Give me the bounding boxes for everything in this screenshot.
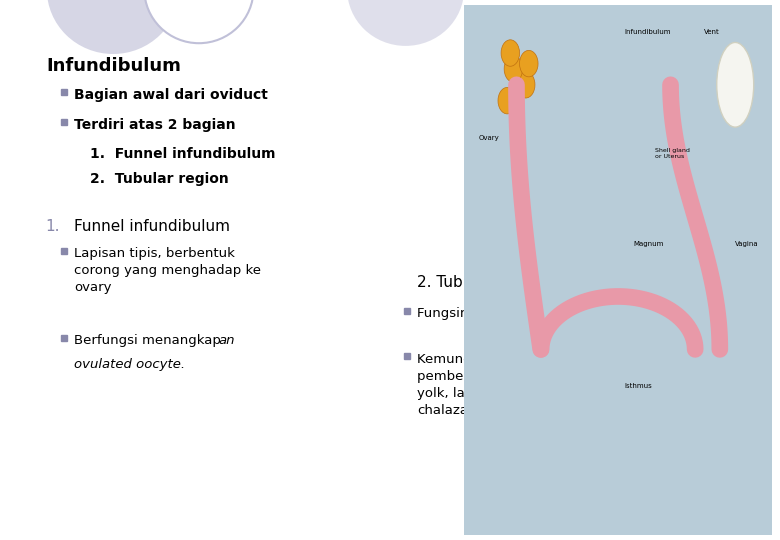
Text: 1.: 1. xyxy=(45,219,60,234)
Text: Shell gland
or Uterus: Shell gland or Uterus xyxy=(655,148,690,159)
Text: Funnel infundibulum: Funnel infundibulum xyxy=(74,219,230,234)
Text: ovulated oocyte.: ovulated oocyte. xyxy=(74,358,185,371)
Text: Ovary: Ovary xyxy=(478,134,499,141)
Ellipse shape xyxy=(498,87,516,114)
Text: Magnum: Magnum xyxy=(633,240,664,247)
Text: Lapisan tipis, berbentuk
corong yang menghadap ke
ovary: Lapisan tipis, berbentuk corong yang men… xyxy=(74,247,261,294)
Text: Terdiri atas 2 bagian: Terdiri atas 2 bagian xyxy=(74,118,236,132)
Ellipse shape xyxy=(519,50,538,77)
Text: Vagina: Vagina xyxy=(736,240,759,247)
Text: Berfungsi menangkap: Berfungsi menangkap xyxy=(74,334,225,347)
Text: 1.  Funnel infundibulum: 1. Funnel infundibulum xyxy=(90,147,275,161)
Ellipse shape xyxy=(47,0,179,54)
Ellipse shape xyxy=(516,71,535,98)
Text: Isthmus: Isthmus xyxy=(624,383,652,389)
Text: Fungsinya belum jelas: Fungsinya belum jelas xyxy=(417,307,566,320)
Ellipse shape xyxy=(144,0,254,43)
Ellipse shape xyxy=(504,56,523,82)
Text: Vent: Vent xyxy=(704,29,720,35)
Ellipse shape xyxy=(717,43,753,127)
Text: an: an xyxy=(218,334,235,347)
Ellipse shape xyxy=(347,0,464,46)
Text: Bagian awal dari oviduct: Bagian awal dari oviduct xyxy=(74,88,268,102)
Text: Infundibulum: Infundibulum xyxy=(47,57,182,75)
Text: 2.  Tubular region: 2. Tubular region xyxy=(90,172,229,186)
Ellipse shape xyxy=(501,40,519,66)
Text: Infundibulum: Infundibulum xyxy=(624,29,671,35)
Text: 2. Tubular region: 2. Tubular region xyxy=(417,275,546,291)
Text: Kemungkinan tempat
pembentukan membran luar
yolk, lapisan chalazae, dan
chalazae: Kemungkinan tempat pembentukan membran l… xyxy=(417,353,609,417)
